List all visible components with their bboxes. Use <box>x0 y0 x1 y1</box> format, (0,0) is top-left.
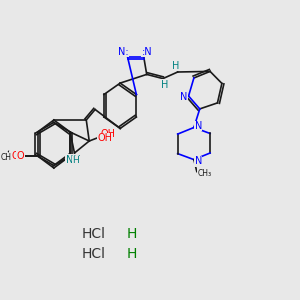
Text: OH: OH <box>101 129 116 139</box>
Text: N:: N: <box>118 46 128 57</box>
Text: H: H <box>161 80 168 90</box>
Text: CH₃: CH₃ <box>197 169 211 178</box>
Text: H: H <box>127 227 137 241</box>
Text: HCl: HCl <box>82 227 106 241</box>
Text: H: H <box>127 247 137 260</box>
Text: H: H <box>73 156 79 165</box>
Text: H: H <box>172 61 180 71</box>
Text: O: O <box>12 151 19 161</box>
Text: NH: NH <box>66 154 80 165</box>
Text: CH₃: CH₃ <box>1 153 15 162</box>
Text: N: N <box>195 121 202 131</box>
Text: O: O <box>17 151 24 161</box>
Text: :N: :N <box>141 46 152 57</box>
Text: N: N <box>195 156 202 166</box>
Text: HCl: HCl <box>82 247 106 260</box>
Text: O: O <box>10 151 17 161</box>
Text: N: N <box>181 92 188 103</box>
Text: OH: OH <box>98 133 113 143</box>
